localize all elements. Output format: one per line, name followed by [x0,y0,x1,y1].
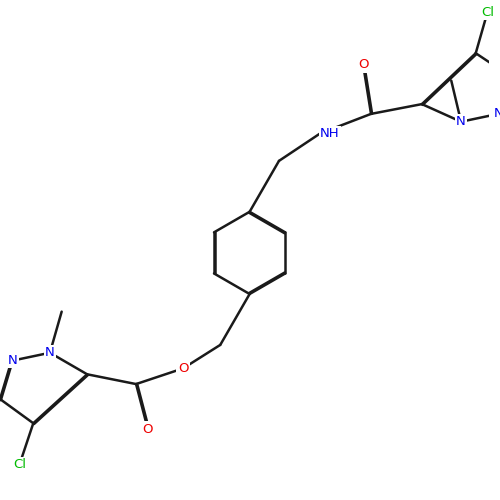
Text: N: N [494,108,500,120]
Text: N: N [45,346,55,359]
Text: O: O [178,362,188,375]
Text: N: N [456,115,466,128]
Text: N: N [8,354,18,367]
Text: Cl: Cl [13,458,26,471]
Text: O: O [358,58,368,71]
Text: O: O [142,422,153,436]
Text: Cl: Cl [481,6,494,18]
Text: NH: NH [320,127,340,140]
